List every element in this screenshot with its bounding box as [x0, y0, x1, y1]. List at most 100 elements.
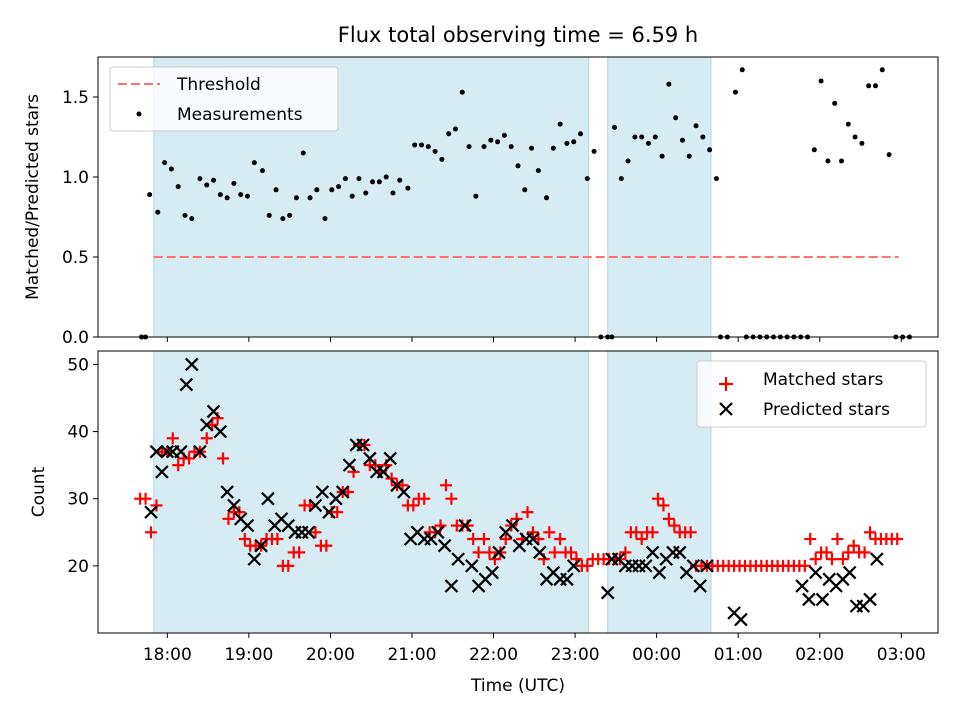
predicted-star-point [431, 525, 445, 540]
predicted-star-stroke [465, 559, 479, 573]
predicted-star-point [144, 505, 158, 519]
predicted-star-stroke [693, 579, 707, 593]
measurement-point [287, 212, 293, 218]
predicted-star-stroke [638, 559, 653, 573]
measurement-point [307, 195, 313, 201]
measurement-point [618, 176, 624, 182]
predicted-star-stroke [233, 512, 248, 526]
measurement-point [564, 140, 570, 146]
matched-star-point [836, 553, 849, 566]
predicted-star-point [397, 485, 411, 499]
x-tick-label: 03:00 [877, 645, 926, 665]
measurement-point [707, 147, 713, 153]
matched-star-point [548, 546, 561, 559]
matched-star-point [657, 499, 670, 512]
matched-star-point [635, 533, 648, 545]
predicted-star-stroke [802, 592, 816, 607]
measurement-point [425, 144, 431, 150]
measurement-point [700, 134, 706, 140]
predicted-star-point [160, 444, 175, 459]
measurement-point [550, 145, 556, 151]
predicted-star-stroke [863, 592, 877, 607]
predicted-star-stroke [645, 545, 660, 560]
predicted-star-stroke [611, 552, 626, 566]
measurement-point [397, 177, 403, 183]
measurement-point [336, 184, 342, 190]
predicted-star-stroke [526, 532, 540, 546]
predicted-star-point [185, 357, 199, 372]
matched-star-point [145, 526, 158, 539]
legend-measurements-label: Measurements [177, 105, 303, 125]
measurement-point [168, 166, 174, 172]
matched-star-point [891, 533, 904, 545]
predicted-star-stroke [227, 498, 241, 513]
measurement-point [673, 115, 679, 121]
measurement-point [390, 190, 396, 196]
matched-star-point [217, 452, 230, 465]
measurement-point [245, 193, 251, 199]
predicted-star-point [315, 485, 330, 499]
measurement-point [459, 89, 465, 95]
matched-star-point [483, 546, 496, 559]
x-tick-label: 02:00 [795, 645, 844, 665]
bottom-axes-frame [97, 350, 939, 634]
predicted-star-stroke [431, 525, 445, 540]
y-tick-label: 40 [67, 423, 89, 443]
top-x-ticks [166, 337, 902, 342]
predicted-star-point [485, 565, 499, 580]
y-tick-label: 30 [67, 490, 89, 510]
measurement-point [659, 153, 665, 159]
measurement-point [652, 134, 658, 140]
predicted-star-point [376, 465, 391, 479]
measurement-point [866, 83, 872, 89]
measurement-point [412, 142, 418, 148]
predicted-star-stroke [383, 451, 398, 466]
measurement-point [522, 187, 528, 193]
measurement-point [322, 216, 328, 222]
measurement-point [473, 193, 479, 199]
measurement-point [155, 209, 161, 215]
predicted-star-point [322, 505, 336, 519]
measurement-point [446, 131, 452, 137]
matched-star-point [820, 546, 833, 559]
measurement-point [211, 177, 217, 183]
predicted-star-point [842, 565, 857, 580]
predicted-star-stroke [301, 525, 316, 540]
measurement-point [584, 176, 590, 182]
top-y-axis-label: Matched/Predicted stars [23, 94, 43, 300]
measurement-point [280, 216, 286, 222]
predicted-star-stroke [566, 559, 581, 573]
matched-star-point [619, 546, 632, 559]
measurement-point [488, 137, 494, 143]
predicted-star-stroke [240, 518, 255, 533]
predicted-star-stroke [206, 404, 221, 419]
predicted-star-point [638, 559, 653, 573]
predicted-star-stroke [322, 505, 336, 519]
measurement-point [405, 185, 411, 191]
measurement-point [713, 176, 719, 182]
matched-star-point [630, 526, 643, 539]
matched-star-point [320, 539, 333, 552]
matched-star-point [293, 546, 306, 559]
predicted-star-stroke [444, 579, 459, 593]
predicted-star-stroke [652, 565, 667, 580]
matched-star-point [407, 499, 420, 512]
measurement-point [732, 89, 738, 95]
predicted-star-stroke [397, 485, 411, 499]
legend-predicted-label: Predicted stars [763, 400, 890, 420]
predicted-star-point [808, 565, 823, 580]
predicted-star-point [870, 552, 884, 566]
measurement-point [273, 187, 279, 193]
measurement-point [189, 216, 195, 222]
predicted-star-stroke [410, 525, 425, 540]
predicted-star-point [600, 585, 615, 600]
measurement-point [383, 174, 389, 180]
chart-title: Flux total observing time = 6.59 h [338, 23, 698, 47]
predicted-star-point [815, 592, 830, 607]
predicted-star-point [451, 552, 465, 566]
predicted-star-stroke [281, 518, 296, 533]
measurement-point [739, 67, 745, 73]
predicted-star-stroke [390, 478, 404, 493]
top-axes-frame [97, 56, 939, 338]
